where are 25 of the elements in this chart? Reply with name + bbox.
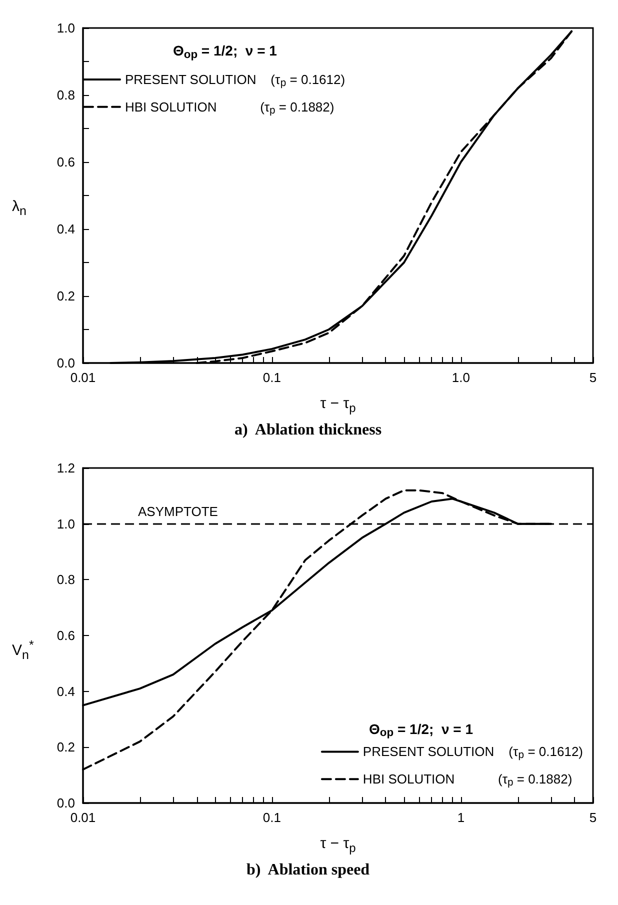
x-tick-label: 0.01 xyxy=(70,370,96,385)
y-tick-label: 0.6 xyxy=(56,628,75,643)
y-tick-label: 0.2 xyxy=(56,288,75,304)
x-tick-label: 0.1 xyxy=(262,810,281,825)
y-tick-label: 0.0 xyxy=(56,356,75,370)
y-tick-label: 1.2 xyxy=(56,460,75,476)
y-tick-label: 0.0 xyxy=(56,796,75,810)
y-tick-label: 1.0 xyxy=(56,20,75,36)
y-tick-label: 0.4 xyxy=(56,684,75,699)
y-tick-label: 1.0 xyxy=(56,516,75,532)
text: b) Ablation speed xyxy=(246,862,370,878)
y-axis-title: λ$_{n}$ xyxy=(12,198,26,218)
ref-line-label: ASYMPTOTE xyxy=(138,504,218,519)
y-tick-label: 0.6 xyxy=(56,154,75,170)
x-tick-label: 5 xyxy=(589,370,597,385)
y-tick-label: 0.8 xyxy=(56,88,75,102)
x-tick-label: 0.1 xyxy=(262,370,281,385)
y-tick-label: 0.2 xyxy=(56,740,75,755)
x-tick-label: 1.0 xyxy=(452,370,470,385)
y-tick-label: 0.4 xyxy=(56,222,75,236)
x-tick-label: 0.01 xyxy=(70,810,96,825)
text: a) Ablation thickness xyxy=(234,422,382,438)
y-tick-label: 0.8 xyxy=(56,572,75,588)
x-tick-label: 5 xyxy=(589,810,597,825)
x-tick-label: 1 xyxy=(457,810,465,825)
